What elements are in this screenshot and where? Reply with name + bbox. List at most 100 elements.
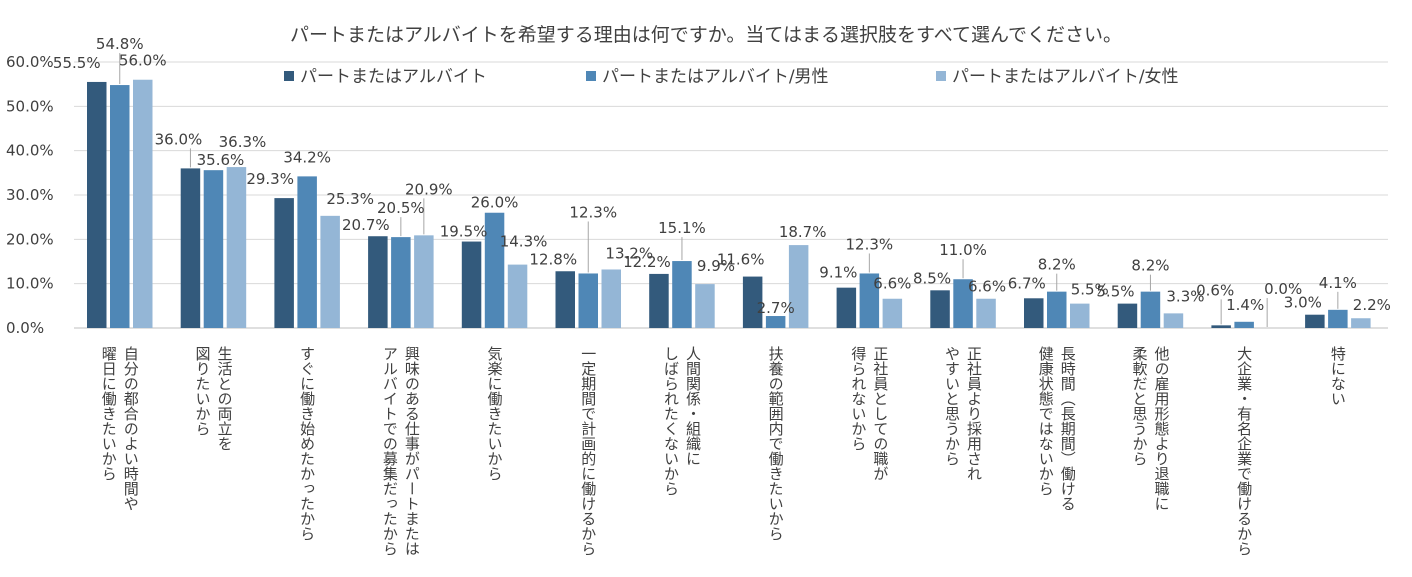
bar	[368, 236, 388, 328]
data-label: 8.5%	[913, 269, 951, 287]
bar	[87, 81, 107, 328]
data-label: 5.5%	[1071, 281, 1109, 299]
category-label: 自分の都合のよい時間や	[122, 346, 140, 511]
category-label: 人間関係・組織に	[684, 346, 702, 466]
bars	[87, 79, 1371, 328]
data-label: 8.2%	[1131, 257, 1169, 275]
bar	[1047, 291, 1067, 328]
data-label: 9.1%	[819, 264, 857, 282]
data-label: 0.0%	[1264, 280, 1302, 298]
data-label: 12.3%	[569, 203, 617, 221]
bar	[461, 241, 482, 328]
data-label: 4.1%	[1319, 274, 1357, 292]
y-tick-label: 50.0%	[6, 97, 54, 115]
category-label: 興味のある仕事がパートまたは	[403, 346, 421, 556]
data-label: 20.7%	[342, 216, 390, 234]
data-label: 26.0%	[471, 194, 519, 212]
data-label: 55.5%	[53, 54, 101, 72]
category-label: 得られないから	[849, 346, 867, 451]
bar	[1328, 309, 1348, 328]
bar	[672, 261, 692, 328]
bar	[578, 273, 598, 328]
data-label: 2.2%	[1353, 296, 1391, 314]
category-label: 正社員より採用され	[965, 346, 983, 481]
data-label: 35.6%	[197, 151, 245, 169]
data-label: 2.7%	[757, 299, 795, 317]
data-label: 6.6%	[968, 278, 1006, 296]
data-label: 3.0%	[1284, 294, 1322, 312]
bar	[507, 264, 528, 328]
bar	[742, 276, 763, 328]
bar	[601, 269, 621, 328]
bar	[1305, 314, 1325, 328]
bar	[1117, 303, 1138, 328]
category-label: すぐに働き始めたかったから	[298, 346, 316, 541]
data-label: 11.6%	[717, 251, 765, 269]
category-label: 柔軟だと思うから	[1130, 346, 1148, 466]
category-label: 大企業・有名企業で働けるから	[1235, 346, 1253, 556]
category-label: 生活との両立を	[215, 346, 233, 451]
data-label: 36.0%	[155, 130, 203, 148]
y-tick-label: 30.0%	[6, 186, 54, 204]
category-label: やすいと思うから	[943, 346, 961, 466]
bar	[882, 298, 903, 328]
legend: パートまたはアルバイト パートまたはアルバイト/男性 パートまたはアルバイト/女性	[284, 67, 1179, 87]
y-axis-ticks: 0.0% 10.0% 20.0% 30.0% 40.0% 50.0% 60.0%	[6, 53, 54, 337]
category-label: 健康状態ではないから	[1037, 346, 1055, 496]
legend-swatch	[284, 71, 294, 81]
data-label: 3.3%	[1166, 287, 1204, 305]
y-tick-label: 20.0%	[6, 230, 54, 248]
y-tick-label: 10.0%	[6, 275, 54, 293]
category-label: アルバイトでの募集だったから	[381, 346, 399, 556]
data-label: 11.0%	[939, 241, 987, 259]
category-label: しばられたくないから	[662, 346, 680, 496]
bar	[1234, 321, 1254, 328]
data-label: 19.5%	[440, 223, 488, 241]
category-label: 正社員としての職が	[871, 346, 889, 481]
category-label: 他の雇用形態より退職に	[1152, 346, 1170, 511]
data-label: 1.4%	[1226, 296, 1264, 314]
label-leader-lines	[119, 53, 1339, 327]
legend-label: パートまたはアルバイト/女性	[952, 67, 1179, 87]
bar	[110, 85, 130, 328]
bar	[555, 271, 575, 328]
data-label: 5.5%	[1096, 283, 1134, 301]
legend-label: パートまたはアルバイト	[300, 67, 487, 87]
category-labels: 曜日に働きたいから 自分の都合のよい時間や 図りたいから 生活との両立を すぐに働き始め…	[100, 346, 1347, 556]
bar	[649, 273, 669, 328]
data-label: 9.9%	[697, 257, 735, 275]
data-labels: 55.5%54.8%56.0% 36.0% 35.6%36.3% 29.3% 34.2%…	[53, 35, 1391, 317]
data-label: 34.2%	[283, 148, 331, 166]
bar	[1024, 298, 1044, 328]
category-label: 曜日に働きたいから	[100, 346, 118, 481]
data-label: 29.3%	[246, 170, 294, 188]
data-label: 12.2%	[623, 253, 671, 271]
chart-title: パートまたはアルバイトを希望する理由は何ですか。当てはまる選択肢をすべて選んでく…	[290, 24, 1122, 46]
bar	[180, 168, 201, 328]
data-label: 36.3%	[219, 133, 267, 151]
bar	[1070, 303, 1090, 328]
bar	[297, 176, 317, 328]
bar	[695, 284, 715, 328]
data-label: 56.0%	[119, 52, 167, 70]
data-label: 54.8%	[96, 35, 144, 53]
data-label: 20.9%	[405, 180, 453, 198]
data-label: 18.7%	[779, 223, 827, 241]
y-tick-label: 0.0%	[6, 319, 44, 337]
bar	[414, 235, 434, 328]
data-label: 6.6%	[873, 275, 911, 293]
bar	[484, 212, 505, 328]
bar	[788, 245, 809, 328]
legend-label: パートまたはアルバイト/男性	[602, 67, 829, 87]
legend-swatch	[586, 71, 596, 81]
data-label: 0.6%	[1196, 281, 1234, 299]
data-label: 8.2%	[1038, 256, 1076, 274]
data-label: 15.1%	[658, 219, 706, 237]
bar	[1163, 313, 1184, 328]
data-label: 25.3%	[326, 190, 374, 208]
category-label: 気楽に働きたいから	[486, 346, 504, 481]
bar	[1211, 325, 1231, 328]
bar	[976, 298, 996, 328]
data-label: 20.5%	[377, 199, 425, 217]
